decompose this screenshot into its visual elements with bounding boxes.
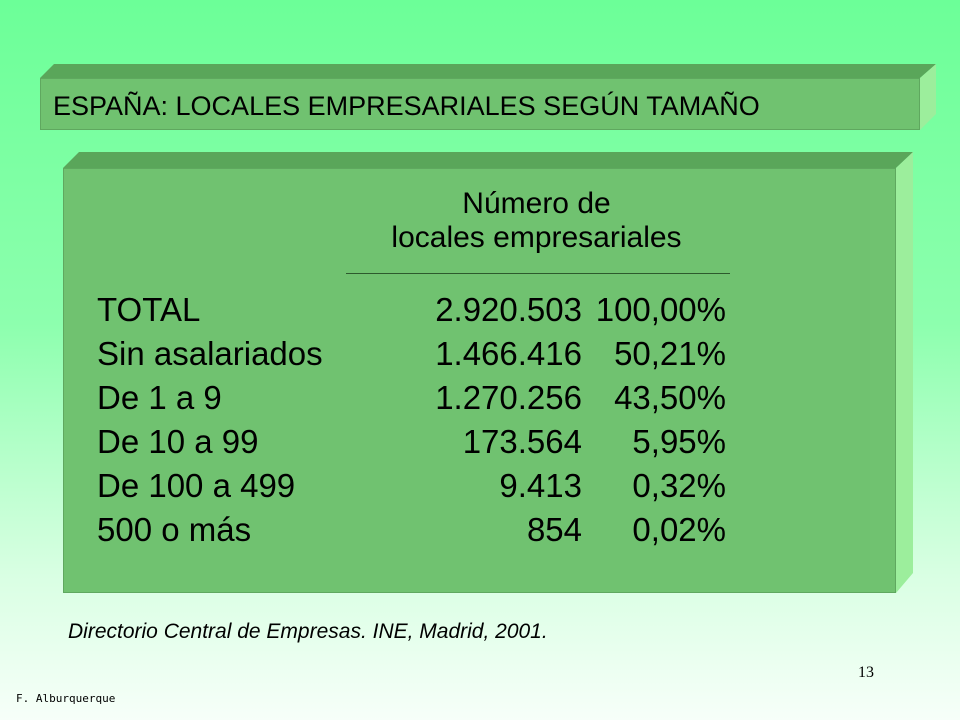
row-percentage: 43,50% bbox=[614, 379, 726, 416]
row-label: De 10 a 99 bbox=[97, 423, 259, 460]
row-count: 854 bbox=[526, 511, 582, 548]
row-percentage: 5,95% bbox=[632, 423, 726, 460]
table-row: De 1 a 9 1.270.256 43,50% bbox=[97, 379, 737, 423]
table-row: De 100 a 499 9.413 0,32% bbox=[97, 467, 737, 511]
author-credit: F. Alburquerque bbox=[16, 692, 116, 705]
source-citation: Directorio Central de Empresas. INE, Mad… bbox=[68, 620, 548, 643]
row-percentage: 0,32% bbox=[632, 467, 726, 504]
title-box: ESPAÑA: LOCALES EMPRESARIALES SEGÚN TAMA… bbox=[40, 78, 920, 130]
table-panel-top-face bbox=[63, 152, 913, 168]
table-panel: Número de locales empresariales TOTAL 2.… bbox=[63, 168, 896, 593]
title-box-side-face bbox=[920, 64, 936, 130]
row-label: De 1 a 9 bbox=[97, 379, 222, 416]
row-count: 2.920.503 bbox=[435, 291, 582, 328]
table-row-total: TOTAL 2.920.503 100,00% bbox=[97, 291, 737, 335]
page-number: 13 bbox=[858, 664, 874, 681]
row-count: 1.270.256 bbox=[435, 379, 582, 416]
row-label: 500 o más bbox=[97, 511, 252, 548]
column-header-line-2: locales empresariales bbox=[391, 221, 682, 254]
row-count: 9.413 bbox=[499, 467, 582, 504]
table-row: De 10 a 99 173.564 5,95% bbox=[97, 423, 737, 467]
slide-title: ESPAÑA: LOCALES EMPRESARIALES SEGÚN TAMA… bbox=[53, 91, 760, 121]
row-percentage: 50,21% bbox=[614, 335, 726, 372]
column-header: Número de locales empresariales bbox=[344, 187, 729, 255]
column-header-line-1: Número de bbox=[462, 187, 611, 220]
row-label: De 100 a 499 bbox=[97, 467, 296, 504]
row-percentage: 0,02% bbox=[632, 511, 726, 548]
header-underline bbox=[346, 273, 730, 274]
table-row: Sin asalariados 1.466.416 50,21% bbox=[97, 335, 737, 379]
title-box-top-face bbox=[40, 64, 936, 78]
table-row: 500 o más 854 0,02% bbox=[97, 511, 737, 555]
row-count: 173.564 bbox=[462, 423, 582, 460]
row-label: TOTAL bbox=[97, 291, 201, 328]
row-count: 1.466.416 bbox=[435, 335, 582, 372]
table-panel-side-face bbox=[896, 152, 913, 593]
row-label: Sin asalariados bbox=[97, 335, 323, 372]
row-percentage: 100,00% bbox=[595, 291, 726, 328]
